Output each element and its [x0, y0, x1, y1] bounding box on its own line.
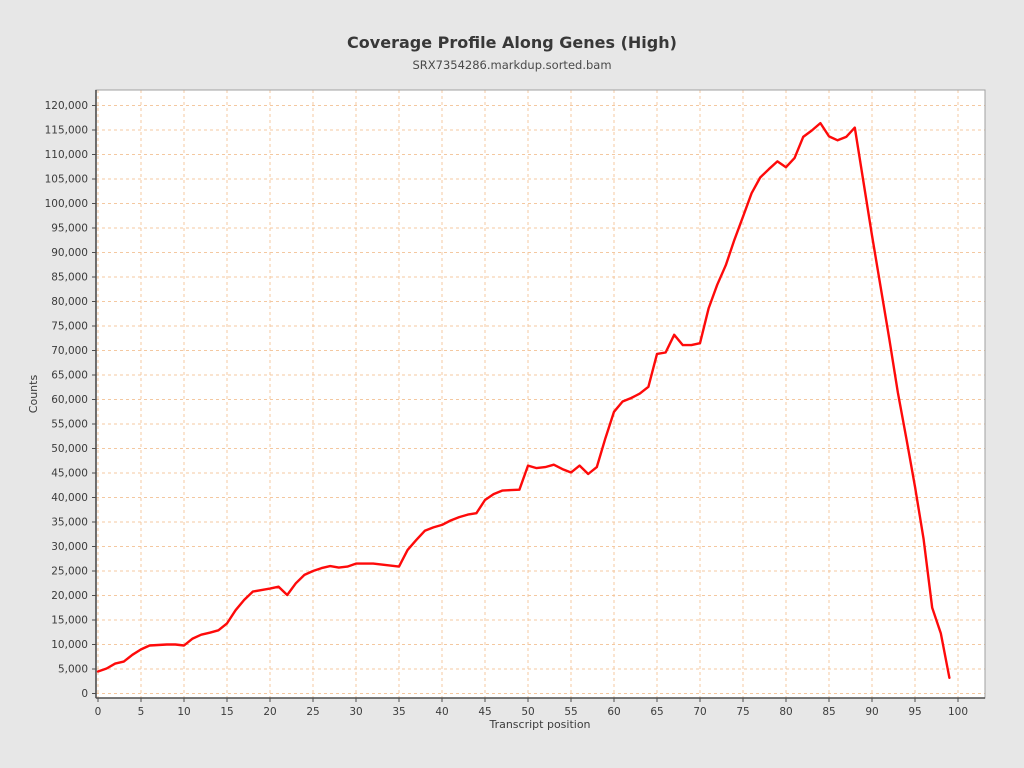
coverage-line [96, 121, 951, 679]
y-tick-label: 25,000 [51, 566, 88, 578]
y-tick-label: 90,000 [51, 247, 88, 259]
y-tick-label: 85,000 [51, 272, 88, 284]
x-tick-label: 20 [263, 706, 276, 718]
x-tick-label: 5 [138, 706, 145, 718]
y-tick-label: 45,000 [51, 468, 88, 480]
x-tick-label: 50 [521, 706, 534, 718]
x-tick-label: 35 [392, 706, 405, 718]
y-tick-label: 35,000 [51, 517, 88, 529]
y-tick-label: 60,000 [51, 394, 88, 406]
x-tick-label: 0 [95, 706, 102, 718]
x-tick-label: 80 [779, 706, 792, 718]
y-tick-label: 120,000 [45, 100, 88, 112]
y-tick-label: 100,000 [45, 198, 88, 210]
y-tick-label: 75,000 [51, 321, 88, 333]
y-tick-label: 30,000 [51, 541, 88, 553]
y-tick-label: 50,000 [51, 443, 88, 455]
plot-area: 0 5 10 15 20 25 30 35 40 45 50 55 60 65 70 75 80 85 90 95 10… [45, 89, 986, 718]
y-tick-label: 0 [81, 688, 88, 700]
chart-subtitle: SRX7354286.markdup.sorted.bam [412, 58, 611, 72]
y-tick-label: 55,000 [51, 419, 88, 431]
x-tick-label: 70 [693, 706, 706, 718]
y-tick-label: 40,000 [51, 492, 88, 504]
x-tick-label: 95 [908, 706, 921, 718]
y-tick-label: 110,000 [45, 149, 88, 161]
y-tick-label: 105,000 [45, 174, 88, 186]
y-axis-title: Counts [27, 375, 40, 414]
y-tick-label: 20,000 [51, 590, 88, 602]
x-tick-label: 15 [220, 706, 233, 718]
x-axis-title: Transcript position [488, 718, 590, 731]
x-tick-label: 60 [607, 706, 620, 718]
x-tick-label: 55 [564, 706, 577, 718]
x-tick-label: 90 [865, 706, 878, 718]
x-tick-label: 100 [948, 706, 968, 718]
x-tick-label: 10 [177, 706, 190, 718]
y-tick-label: 15,000 [51, 615, 88, 627]
x-tick-label: 25 [306, 706, 319, 718]
y-tick-label: 5,000 [58, 664, 88, 676]
x-tick-label: 45 [478, 706, 491, 718]
y-tick-label: 70,000 [51, 345, 88, 357]
x-tick-label: 85 [822, 706, 835, 718]
y-tick-label: 95,000 [51, 223, 88, 235]
x-tick-label: 40 [435, 706, 448, 718]
y-tick-label: 80,000 [51, 296, 88, 308]
y-tick-label: 115,000 [45, 125, 88, 137]
plot-background [96, 90, 985, 698]
x-tick-label: 30 [349, 706, 362, 718]
x-tick-label: 65 [650, 706, 663, 718]
chart-title: Coverage Profile Along Genes (High) [347, 33, 677, 52]
y-tick-label: 10,000 [51, 639, 88, 651]
x-tick-label: 75 [736, 706, 749, 718]
y-tick-label: 65,000 [51, 370, 88, 382]
